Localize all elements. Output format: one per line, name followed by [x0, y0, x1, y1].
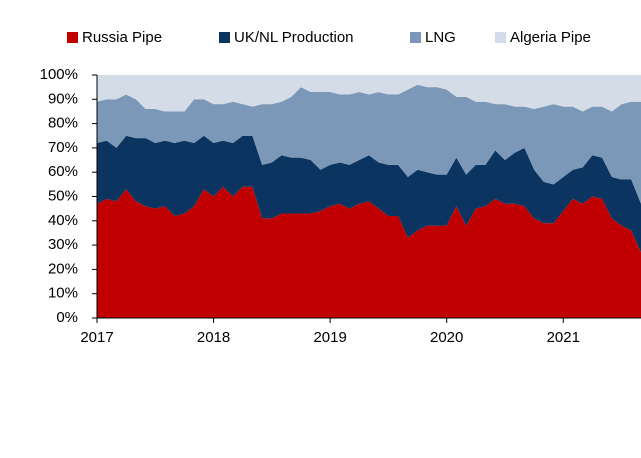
y-tick-label: 50%: [48, 187, 78, 204]
y-tick-label: 70%: [48, 139, 78, 156]
legend-label: LNG: [425, 29, 456, 46]
legend-swatch: [495, 32, 506, 43]
legend-label: UK/NL Production: [234, 29, 354, 46]
y-tick-label: 40%: [48, 212, 78, 229]
x-tick-label: 2020: [430, 329, 463, 346]
x-tick-label: 2018: [197, 329, 230, 346]
y-tick-label: 20%: [48, 260, 78, 277]
x-tick-label: 2017: [80, 329, 113, 346]
y-tick-label: 90%: [48, 90, 78, 107]
y-tick-label: 0%: [56, 309, 78, 326]
area: [97, 75, 641, 112]
y-tick-label: 60%: [48, 163, 78, 180]
legend-swatch: [219, 32, 230, 43]
y-tick-label: 30%: [48, 236, 78, 253]
x-tick-label: 2021: [547, 329, 580, 346]
legend-label: Russia Pipe: [82, 29, 162, 46]
y-tick-label: 100%: [40, 66, 78, 83]
x-tick-label: 2019: [313, 329, 346, 346]
legend-label: Algeria Pipe: [510, 29, 591, 46]
area: [97, 135, 641, 253]
y-tick-label: 80%: [48, 115, 78, 132]
legend-swatch: [67, 32, 78, 43]
area: [97, 84, 641, 204]
legend-swatch: [410, 32, 421, 43]
y-tick-label: 10%: [48, 285, 78, 302]
area: [97, 186, 641, 318]
